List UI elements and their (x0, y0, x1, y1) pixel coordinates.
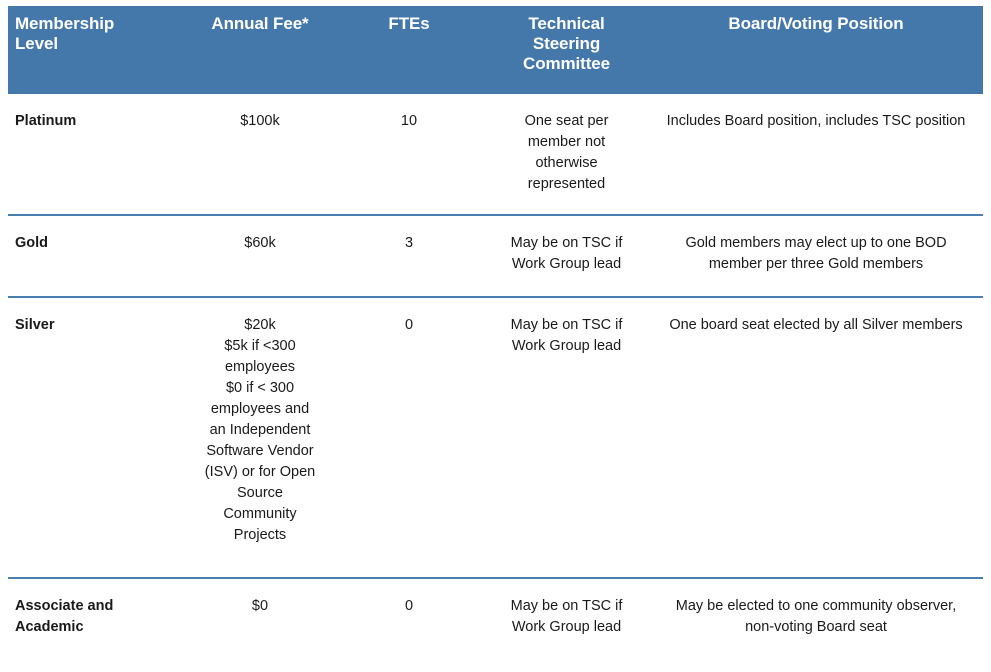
cell-membership-level: Gold (8, 215, 186, 298)
table-body: Platinum $100k 10 One seat per member no… (8, 94, 983, 659)
cell-ftes: 10 (334, 94, 484, 216)
cell-annual-fee: $20k $5k if <300 employees $0 if < 300 e… (186, 297, 334, 579)
table-row: Gold $60k 3 May be on TSC if Work Group … (8, 215, 983, 298)
table-row: Silver $20k $5k if <300 employees $0 if … (8, 297, 983, 579)
column-header-board-voting-position-label: Board/Voting Position (728, 14, 904, 33)
cell-annual-fee: $60k (186, 215, 334, 298)
cell-annual-fee: $0 (186, 578, 334, 659)
cell-ftes: 3 (334, 215, 484, 298)
column-header-annual-fee: Annual Fee* (186, 6, 334, 94)
cell-ftes: 0 (334, 578, 484, 659)
cell-membership-level: Associate and Academic (8, 578, 186, 659)
cell-board-voting-position: May be elected to one community observer… (649, 578, 983, 659)
column-header-membership-level-label: Membership Level (15, 14, 115, 53)
table-row: Associate and Academic $0 0 May be on TS… (8, 578, 983, 659)
cell-technical-steering-committee: May be on TSC if Work Group lead (484, 578, 649, 659)
cell-technical-steering-committee: One seat per member not otherwise repres… (484, 94, 649, 216)
cell-technical-steering-committee: May be on TSC if Work Group lead (484, 215, 649, 298)
cell-membership-level: Platinum (8, 94, 186, 216)
table-row: Platinum $100k 10 One seat per member no… (8, 94, 983, 216)
column-header-annual-fee-label: Annual Fee* (211, 14, 309, 33)
membership-table-container: Membership Level Annual Fee* FTEs Techni… (8, 6, 983, 659)
cell-board-voting-position: One board seat elected by all Silver mem… (649, 297, 983, 579)
column-header-ftes: FTEs (334, 6, 484, 94)
cell-board-voting-position: Includes Board position, includes TSC po… (649, 94, 983, 216)
table-header: Membership Level Annual Fee* FTEs Techni… (8, 6, 983, 94)
cell-technical-steering-committee: May be on TSC if Work Group lead (484, 297, 649, 579)
column-header-board-voting-position: Board/Voting Position (649, 6, 983, 94)
cell-ftes: 0 (334, 297, 484, 579)
cell-annual-fee: $100k (186, 94, 334, 216)
cell-board-voting-position: Gold members may elect up to one BOD mem… (649, 215, 983, 298)
membership-levels-table: Membership Level Annual Fee* FTEs Techni… (8, 6, 983, 659)
table-header-row: Membership Level Annual Fee* FTEs Techni… (8, 6, 983, 94)
column-header-technical-steering-committee-label: Technical Steering Committee (523, 14, 610, 73)
cell-membership-level: Silver (8, 297, 186, 579)
column-header-technical-steering-committee: Technical Steering Committee (484, 6, 649, 94)
column-header-membership-level: Membership Level (8, 6, 186, 94)
column-header-ftes-label: FTEs (388, 14, 430, 33)
